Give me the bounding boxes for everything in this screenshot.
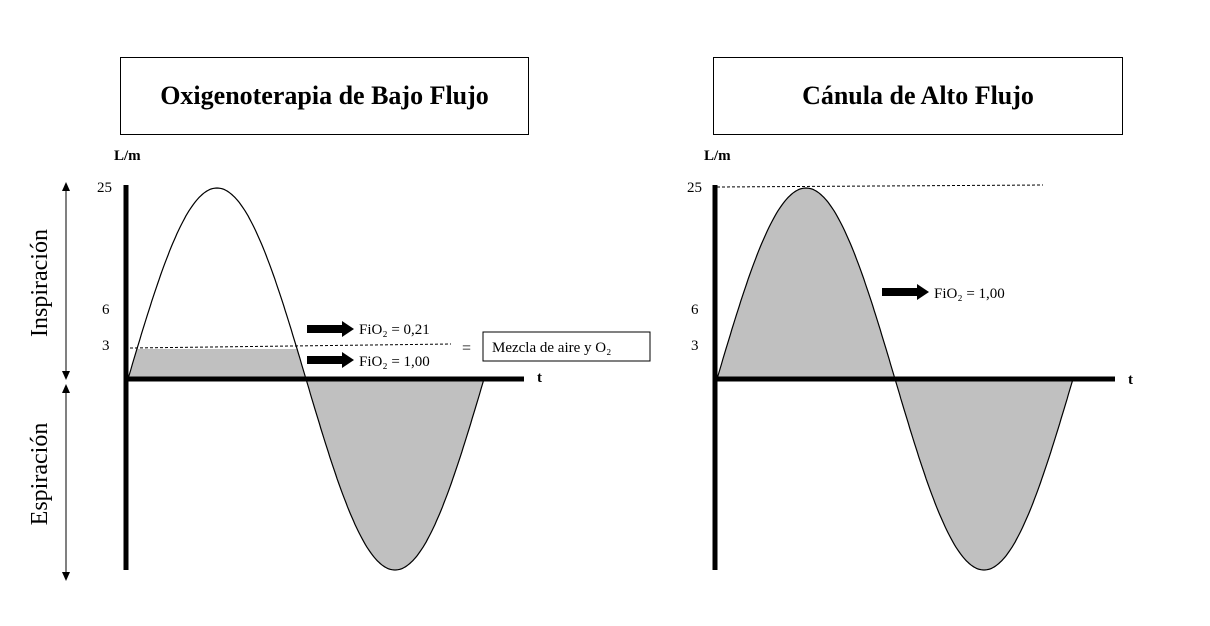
right-x-label: t [1128, 372, 1133, 388]
left-threshold-dashed-line [129, 343, 452, 349]
right-expiration-fill [895, 379, 1073, 570]
expiration-arrow-top-icon [62, 384, 70, 393]
inspiration-arrow-bottom-icon [62, 371, 70, 380]
left-tick-6: 6 [102, 302, 110, 318]
left-tick-25: 25 [97, 180, 112, 196]
title-high-flow: Cánula de Alto Flujo [713, 57, 1123, 135]
equals-sign: = [462, 340, 471, 357]
expiration-label: Espiración [27, 423, 53, 526]
right-tick-3: 3 [691, 338, 699, 354]
left-tick-3: 3 [102, 338, 110, 354]
left-y-unit: L/m [114, 148, 141, 164]
mixture-box [482, 331, 651, 362]
fio2-100-arrow-icon [307, 352, 354, 368]
fio2-100-label: FiO₂ = 1,00 [359, 354, 430, 370]
left-panel: L/m 25 6 3 t FiO₂ = 0,21 FiO₂ = 1,00 = M… [97, 148, 651, 571]
right-tick-6: 6 [691, 302, 699, 318]
fio2-021-label: FiO₂ = 0,21 [359, 322, 430, 338]
inspiration-label: Inspiración [27, 229, 53, 337]
right-peak-dashed-line [716, 184, 1044, 188]
right-fio2-arrow-icon [882, 284, 929, 300]
mixture-box-label: Mezcla de aire y O₂ [492, 340, 611, 356]
left-expiration-fill [306, 379, 484, 570]
left-x-label: t [537, 370, 542, 386]
right-y-unit: L/m [704, 148, 731, 164]
title-low-flow: Oxigenoterapia de Bajo Flujo [120, 57, 529, 135]
expiration-arrow-bottom-icon [62, 572, 70, 581]
inspiration-arrow-top-icon [62, 182, 70, 191]
right-tick-25: 25 [687, 180, 702, 196]
right-panel: L/m 25 6 3 t FiO₂ = 1,00 [687, 148, 1133, 571]
fio2-021-arrow-icon [307, 321, 354, 337]
right-fio2-label: FiO₂ = 1,00 [934, 286, 1005, 302]
right-inspiration-fill [717, 188, 895, 379]
left-inspiration-fill [128, 349, 306, 379]
